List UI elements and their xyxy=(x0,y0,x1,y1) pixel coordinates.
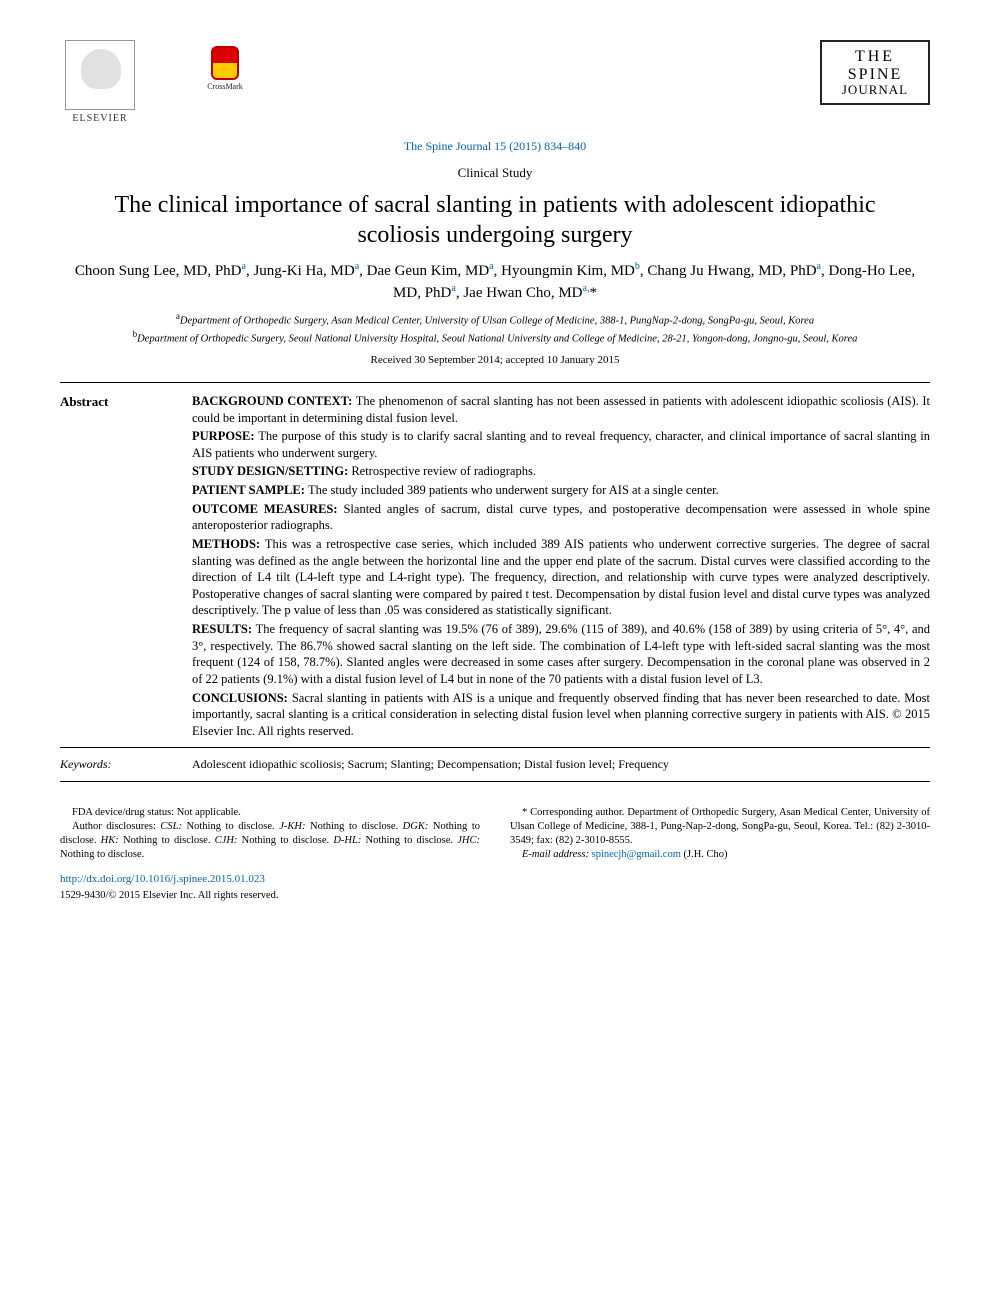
abstract-section-head: PATIENT SAMPLE: xyxy=(192,483,308,497)
journal-logo: THE SPINE JOURNAL xyxy=(820,40,930,105)
rule-top xyxy=(60,382,930,383)
abstract-section: PATIENT SAMPLE: The study included 389 p… xyxy=(192,482,930,499)
abstract-section-text: This was a retrospective case series, wh… xyxy=(192,537,930,618)
abstract-section-head: CONCLUSIONS: xyxy=(192,691,292,705)
abstract-section: RESULTS: The frequency of sacral slantin… xyxy=(192,621,930,688)
authors-line: Choon Sung Lee, MD, PhDa, Jung-Ki Ha, MD… xyxy=(70,260,920,304)
footer-columns: FDA device/drug status: Not applicable. … xyxy=(60,806,930,863)
doi-link[interactable]: http://dx.doi.org/10.1016/j.spinee.2015.… xyxy=(60,872,930,887)
header-row: ELSEVIER CrossMark THE SPINE JOURNAL xyxy=(60,40,930,130)
abstract-section-head: BACKGROUND CONTEXT: xyxy=(192,394,356,408)
abstract-section-head: PURPOSE: xyxy=(192,429,258,443)
crossmark-badge[interactable]: CrossMark xyxy=(200,46,250,93)
article-dates: Received 30 September 2014; accepted 10 … xyxy=(60,353,930,368)
author-disclosures: Author disclosures: CSL: Nothing to disc… xyxy=(60,820,480,863)
journal-logo-line1: THE xyxy=(826,48,924,66)
keywords-label: Keywords: xyxy=(60,756,170,772)
abstract-section-text: The frequency of sacral slanting was 19.… xyxy=(192,622,930,686)
email-address[interactable]: spinecjh@gmail.com xyxy=(592,849,681,860)
journal-logo-line2: SPINE xyxy=(826,66,924,84)
crossmark-icon xyxy=(211,46,239,80)
footer-right: * Corresponding author. Department of Or… xyxy=(510,806,930,863)
email-line: E-mail address: spinecjh@gmail.com (J.H.… xyxy=(510,848,930,862)
abstract-section-text: The purpose of this study is to clarify … xyxy=(192,429,930,460)
abstract-section-text: The study included 389 patients who unde… xyxy=(308,483,719,497)
elsevier-tree-icon xyxy=(65,40,135,110)
footer-left: FDA device/drug status: Not applicable. … xyxy=(60,806,480,863)
abstract-section: CONCLUSIONS: Sacral slanting in patients… xyxy=(192,690,930,740)
abstract-section-head: RESULTS: xyxy=(192,622,256,636)
abstract-section: STUDY DESIGN/SETTING: Retrospective revi… xyxy=(192,463,930,480)
abstract-section: PURPOSE: The purpose of this study is to… xyxy=(192,428,930,461)
abstract-body: BACKGROUND CONTEXT: The phenomenon of sa… xyxy=(192,393,930,742)
corresponding-author: * Corresponding author. Department of Or… xyxy=(510,806,930,849)
abstract-section-head: METHODS: xyxy=(192,537,265,551)
email-tail: (J.H. Cho) xyxy=(684,849,728,860)
rule-bottom xyxy=(60,781,930,782)
email-label: E-mail address: xyxy=(522,849,589,860)
keywords-row: Keywords: Adolescent idiopathic scoliosi… xyxy=(60,756,930,772)
affiliation-a: aDepartment of Orthopedic Surgery, Asan … xyxy=(60,310,930,329)
abstract-section-head: OUTCOME MEASURES: xyxy=(192,502,343,516)
abstract-section-head: STUDY DESIGN/SETTING: xyxy=(192,464,351,478)
affiliation-b: bDepartment of Orthopedic Surgery, Seoul… xyxy=(60,328,930,347)
publisher-name: ELSEVIER xyxy=(72,112,127,126)
keywords-text: Adolescent idiopathic scoliosis; Sacrum;… xyxy=(192,756,930,772)
journal-reference[interactable]: The Spine Journal 15 (2015) 834–840 xyxy=(60,138,930,154)
elsevier-logo: ELSEVIER xyxy=(60,40,140,130)
article-title: The clinical importance of sacral slanti… xyxy=(80,190,910,250)
abstract-section: BACKGROUND CONTEXT: The phenomenon of sa… xyxy=(192,393,930,426)
abstract-block: Abstract BACKGROUND CONTEXT: The phenome… xyxy=(60,393,930,742)
abstract-section-text: Sacral slanting in patients with AIS is … xyxy=(192,691,930,738)
abstract-section: OUTCOME MEASURES: Slanted angles of sacr… xyxy=(192,501,930,534)
abstract-label: Abstract xyxy=(60,393,170,742)
abstract-section-text: Retrospective review of radiographs. xyxy=(351,464,536,478)
crossmark-label: CrossMark xyxy=(200,82,250,93)
rule-mid xyxy=(60,747,930,748)
fda-status: FDA device/drug status: Not applicable. xyxy=(60,806,480,820)
article-type: Clinical Study xyxy=(60,164,930,182)
affiliations: aDepartment of Orthopedic Surgery, Asan … xyxy=(60,310,930,347)
abstract-section: METHODS: This was a retrospective case s… xyxy=(192,536,930,619)
journal-logo-line3: JOURNAL xyxy=(826,83,924,97)
issn-copyright: 1529-9430/© 2015 Elsevier Inc. All right… xyxy=(60,889,930,903)
